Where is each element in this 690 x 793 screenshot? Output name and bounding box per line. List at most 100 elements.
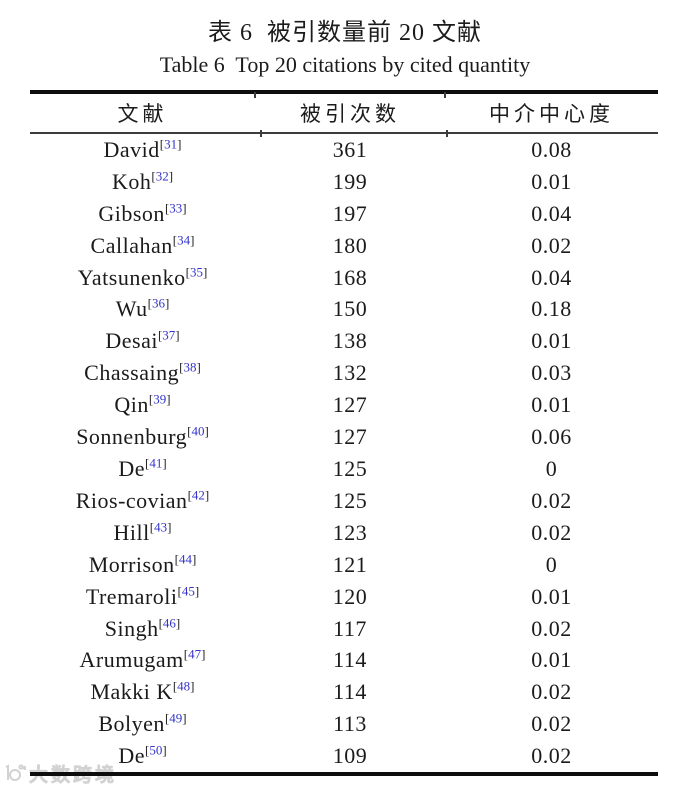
table-row: Makki K[48] 114 0.02	[30, 676, 658, 708]
citation-ref[interactable]: [41]	[145, 456, 167, 471]
citations-value: 127	[332, 392, 368, 418]
citation-ref[interactable]: [38]	[179, 360, 201, 375]
author-name: Arumugam	[79, 647, 184, 673]
ref-close-bracket: ]	[177, 136, 182, 152]
author-cell: Singh[46]	[30, 616, 255, 642]
ref-number: 42	[191, 487, 205, 503]
ref-number: 46	[162, 615, 176, 631]
citations-value: 125	[332, 487, 368, 513]
table-row: Yatsunenko[35] 168 0.04	[30, 262, 658, 294]
ref-number: 40	[191, 423, 205, 439]
table-row: Rios-covian[42] 125 0.02	[30, 485, 658, 517]
table-row: De[50] 109 0.02	[30, 740, 658, 772]
table-row: Sonnenburg[40] 127 0.06	[30, 421, 658, 453]
ref-open-bracket: [	[174, 551, 179, 567]
citation-ref[interactable]: [32]	[151, 169, 173, 184]
citation-ref[interactable]: [46]	[159, 615, 181, 630]
ref-open-bracket: [	[185, 264, 190, 280]
ref-number: 43	[154, 519, 168, 535]
author-name: Wu	[115, 296, 148, 322]
author-cell: Gibson[33]	[30, 201, 255, 227]
centrality-value: 0.03	[531, 360, 572, 386]
table-row: Koh[32] 199 0.01	[30, 166, 658, 198]
citations-value: 127	[332, 424, 368, 450]
citation-ref[interactable]: [49]	[165, 711, 187, 726]
header-cell-citations: 被引次数	[300, 102, 400, 126]
citations-value: 197	[332, 200, 368, 226]
table-row: Morrison[44] 121 0	[30, 549, 658, 581]
centrality-value: 0.01	[531, 583, 572, 609]
citation-ref[interactable]: [40]	[187, 424, 209, 439]
ref-number: 48	[177, 679, 191, 695]
column-divider-tick	[446, 130, 448, 137]
ref-number: 35	[189, 264, 203, 280]
citation-ref[interactable]: [50]	[145, 743, 167, 758]
ref-number: 34	[177, 232, 191, 248]
centrality-value: 0.04	[531, 264, 572, 290]
citation-ref[interactable]: [33]	[165, 200, 187, 215]
author-name: Desai	[105, 328, 158, 354]
author-cell: De[41]	[30, 456, 255, 482]
citation-ref[interactable]: [45]	[178, 583, 200, 598]
ref-close-bracket: ]	[190, 232, 195, 248]
table-row: David[31] 361 0.08	[30, 134, 658, 166]
citations-value: 180	[332, 232, 368, 258]
table-row: Bolyen[49] 113 0.02	[30, 708, 658, 740]
ref-close-bracket: ]	[182, 200, 187, 216]
author-cell: Koh[32]	[30, 169, 255, 195]
centrality-value: 0.01	[531, 647, 572, 673]
author-name: David	[103, 136, 160, 162]
author-name: Gibson	[98, 200, 165, 226]
header-cell-centrality: 中介中心度	[489, 102, 614, 126]
citation-ref[interactable]: [43]	[150, 520, 172, 535]
author-cell: Wu[36]	[30, 296, 255, 322]
citation-ref[interactable]: [35]	[186, 264, 208, 279]
centrality-value: 0.01	[531, 328, 572, 354]
citation-ref[interactable]: [44]	[175, 551, 197, 566]
author-name: Qin	[114, 392, 149, 418]
author-cell: De[50]	[30, 743, 255, 769]
ref-open-bracket: [	[144, 742, 150, 758]
table-row: Tremaroli[45] 120 0.01	[30, 581, 658, 613]
author-name: De	[118, 743, 145, 769]
ref-close-bracket: ]	[204, 423, 209, 439]
citation-ref[interactable]: [48]	[173, 679, 195, 694]
table-title-en: Table 6 Top 20 citations by cited quanti…	[159, 52, 531, 77]
table-row: Callahan[34] 180 0.02	[30, 230, 658, 262]
citation-ref[interactable]: [36]	[148, 296, 170, 311]
citation-ref[interactable]: [47]	[184, 647, 206, 662]
ref-open-bracket: [	[148, 391, 154, 407]
citation-ref[interactable]: [34]	[173, 232, 195, 247]
table-row: De[41] 125 0	[30, 453, 658, 485]
citation-ref[interactable]: [31]	[160, 137, 182, 152]
author-name: Hill	[113, 519, 150, 545]
citation-ref[interactable]: [42]	[188, 488, 210, 503]
author-name: Rios-covian	[75, 487, 188, 513]
citations-value: 199	[332, 168, 368, 194]
ref-close-bracket: ]	[196, 359, 201, 375]
centrality-value: 0.08	[531, 136, 572, 162]
ref-number: 32	[155, 168, 169, 184]
citations-value: 168	[332, 264, 368, 290]
author-cell: Tremaroli[45]	[30, 584, 255, 610]
centrality-value: 0.02	[531, 615, 572, 641]
table-row: Hill[43] 123 0.02	[30, 517, 658, 549]
ref-close-bracket: ]	[204, 487, 210, 503]
centrality-value: 0.02	[531, 232, 572, 258]
column-divider-tick	[444, 92, 446, 98]
ref-number: 37	[162, 328, 176, 344]
author-cell: Makki K[48]	[30, 679, 255, 705]
ref-number: 39	[153, 391, 167, 407]
author-cell: David[31]	[30, 137, 255, 163]
ref-open-bracket: [	[172, 679, 178, 695]
ref-close-bracket: ]	[162, 742, 167, 758]
citation-ref[interactable]: [37]	[158, 328, 180, 343]
author-name: Callahan	[90, 232, 173, 258]
citation-ref[interactable]: [39]	[149, 392, 171, 407]
table-row: Qin[39] 127 0.01	[30, 389, 658, 421]
ref-number: 45	[181, 583, 195, 599]
citations-value: 120	[332, 583, 368, 609]
citations-value: 121	[332, 551, 368, 577]
citations-value: 109	[332, 743, 368, 769]
